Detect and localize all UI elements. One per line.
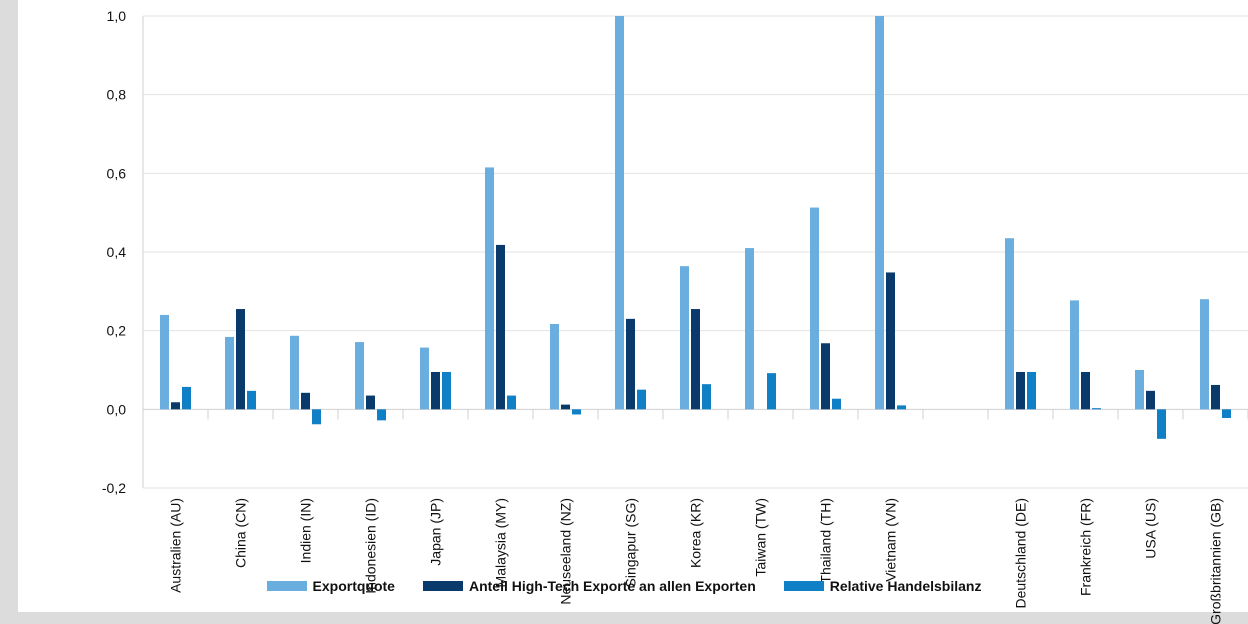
- legend-label: Relative Handelsbilanz: [829, 578, 982, 594]
- bar-3: [637, 389, 646, 410]
- bar-1: [875, 16, 884, 410]
- bar-2: [561, 404, 570, 410]
- bar-3: [702, 384, 711, 410]
- bar-2: [1016, 371, 1025, 410]
- x-category-label: Taiwan (TW): [753, 498, 769, 577]
- bar-3: [1222, 409, 1231, 418]
- bar-2: [626, 318, 635, 410]
- legend-swatch: [266, 581, 307, 591]
- bar-1: [290, 335, 299, 410]
- y-tick-label: 1,0: [107, 8, 127, 24]
- bar-3: [442, 371, 451, 410]
- bar-1: [745, 248, 754, 410]
- bar-2: [691, 309, 700, 410]
- bar-3: [572, 409, 581, 415]
- x-category-label: Indonesien (ID): [363, 498, 379, 594]
- x-category-label: Frankreich (FR): [1078, 498, 1094, 596]
- x-category-label: China (CN): [233, 498, 249, 568]
- x-category-label: USA (US): [1143, 498, 1159, 559]
- bar-2: [821, 343, 830, 410]
- chart-legend: Exportquote Anteil High-Tech Exporte an a…: [0, 578, 1248, 594]
- legend-item: Relative Handelsbilanz: [783, 578, 982, 594]
- bar-1: [1200, 299, 1209, 410]
- y-tick-label: -0,2: [102, 480, 126, 496]
- x-category-label: Großbritannien (GB): [1208, 498, 1224, 624]
- x-category-label: Singapur (SG): [623, 498, 639, 587]
- bar-3: [897, 405, 906, 410]
- legend-swatch: [422, 581, 463, 591]
- bar-3: [312, 409, 321, 425]
- bar-2: [1081, 371, 1090, 410]
- x-category-label: Australien (AU): [168, 498, 184, 593]
- bar-1: [225, 336, 234, 410]
- x-category-label: Neuseeland (NZ): [558, 498, 574, 605]
- bar-2: [366, 395, 375, 410]
- bar-1: [1005, 238, 1014, 410]
- bar-3: [1157, 409, 1166, 439]
- y-tick-label: 0,6: [107, 165, 127, 181]
- bar-2: [301, 392, 310, 410]
- bar-2: [431, 371, 440, 410]
- bar-2: [1211, 384, 1220, 410]
- x-category-label: Indien (IN): [298, 498, 314, 563]
- bar-2: [236, 309, 245, 410]
- bar-1: [355, 342, 364, 410]
- bar-3: [247, 390, 256, 410]
- bar-1: [420, 347, 429, 410]
- bar-3: [832, 398, 841, 410]
- legend-swatch: [783, 581, 824, 591]
- x-category-label: Deutschland (DE): [1013, 498, 1029, 609]
- bar-2: [1146, 390, 1155, 410]
- legend-item: Anteil High-Tech Exporte an allen Export…: [422, 578, 756, 594]
- bar-1: [485, 167, 494, 410]
- y-tick-label: 0,2: [107, 323, 127, 339]
- bar-1: [810, 207, 819, 410]
- x-category-label: Japan (JP): [428, 498, 444, 566]
- bar-3: [767, 373, 776, 410]
- bar-2: [171, 402, 180, 410]
- bar-3: [507, 395, 516, 410]
- bar-3: [182, 386, 191, 410]
- y-tick-label: 0,0: [107, 401, 127, 417]
- x-category-label: Korea (KR): [688, 498, 704, 568]
- x-category-label: Vietnam (VN): [883, 498, 899, 582]
- bar-1: [1070, 300, 1079, 410]
- legend-item: Exportquote: [266, 578, 395, 594]
- y-tick-label: 0,4: [107, 244, 127, 260]
- x-category-label: Malaysia (MY): [493, 498, 509, 587]
- bar-3: [1092, 408, 1101, 410]
- x-category-label: Thailand (TH): [818, 498, 834, 584]
- bar-3: [1027, 371, 1036, 410]
- bar-1: [615, 16, 624, 410]
- bar-2: [886, 272, 895, 410]
- bar-2: [496, 244, 505, 410]
- bar-3: [377, 409, 386, 421]
- y-tick-label: 0,8: [107, 87, 127, 103]
- bar-1: [160, 314, 169, 410]
- bar-1: [1135, 370, 1144, 410]
- legend-label: Exportquote: [312, 578, 395, 594]
- legend-label: Anteil High-Tech Exporte an allen Export…: [468, 578, 756, 594]
- bar-1: [680, 266, 689, 410]
- bar-1: [550, 323, 559, 410]
